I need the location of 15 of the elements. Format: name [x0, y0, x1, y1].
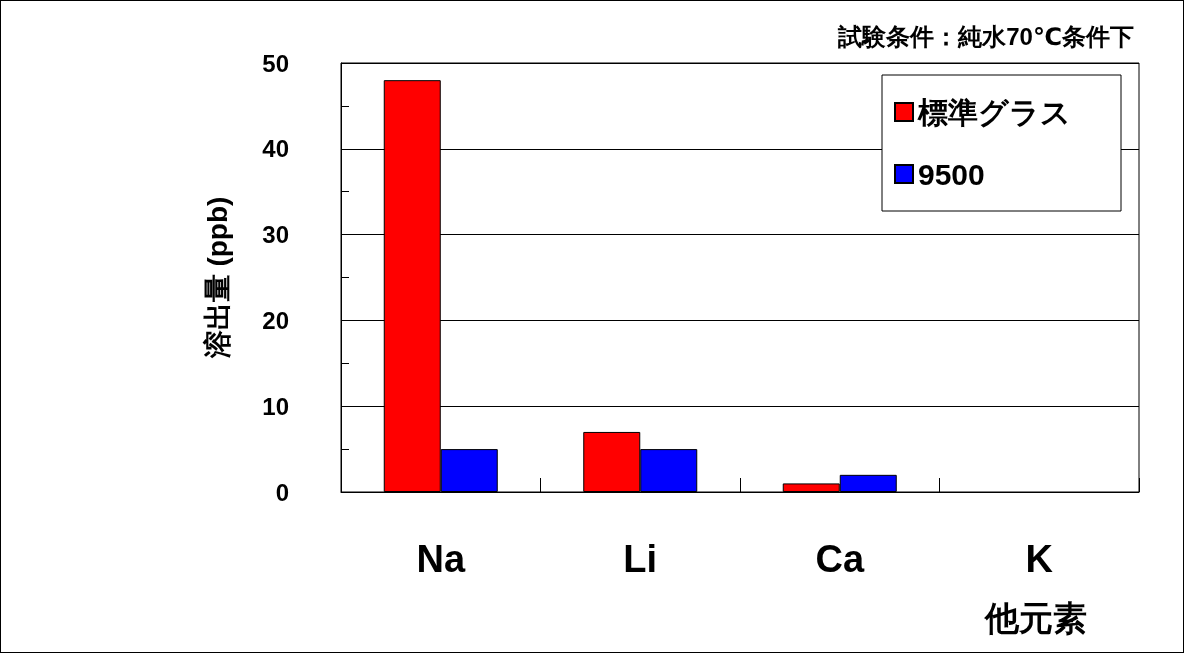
legend-label: 9500	[918, 157, 985, 191]
y-tick-label: 40	[262, 135, 289, 163]
x-tick-label: K	[1025, 538, 1054, 580]
chart-title: 試験条件：純水70℃条件下	[837, 22, 1135, 50]
y-tick-label: 50	[262, 49, 289, 77]
y-tick-label: 30	[262, 221, 289, 249]
x-axis-title: 他元素	[984, 599, 1087, 637]
legend-label: 標準グラス	[917, 95, 1071, 129]
y-tick-label: 0	[275, 478, 289, 506]
x-tick-label: Li	[623, 538, 658, 580]
x-tick-label: Na	[416, 538, 466, 580]
y-axis-title: 溶出量 (ppb)	[201, 196, 233, 360]
y-tick-label: 10	[262, 392, 289, 420]
x-tick-label: Ca	[815, 538, 865, 580]
y-tick-label: 20	[262, 306, 289, 334]
